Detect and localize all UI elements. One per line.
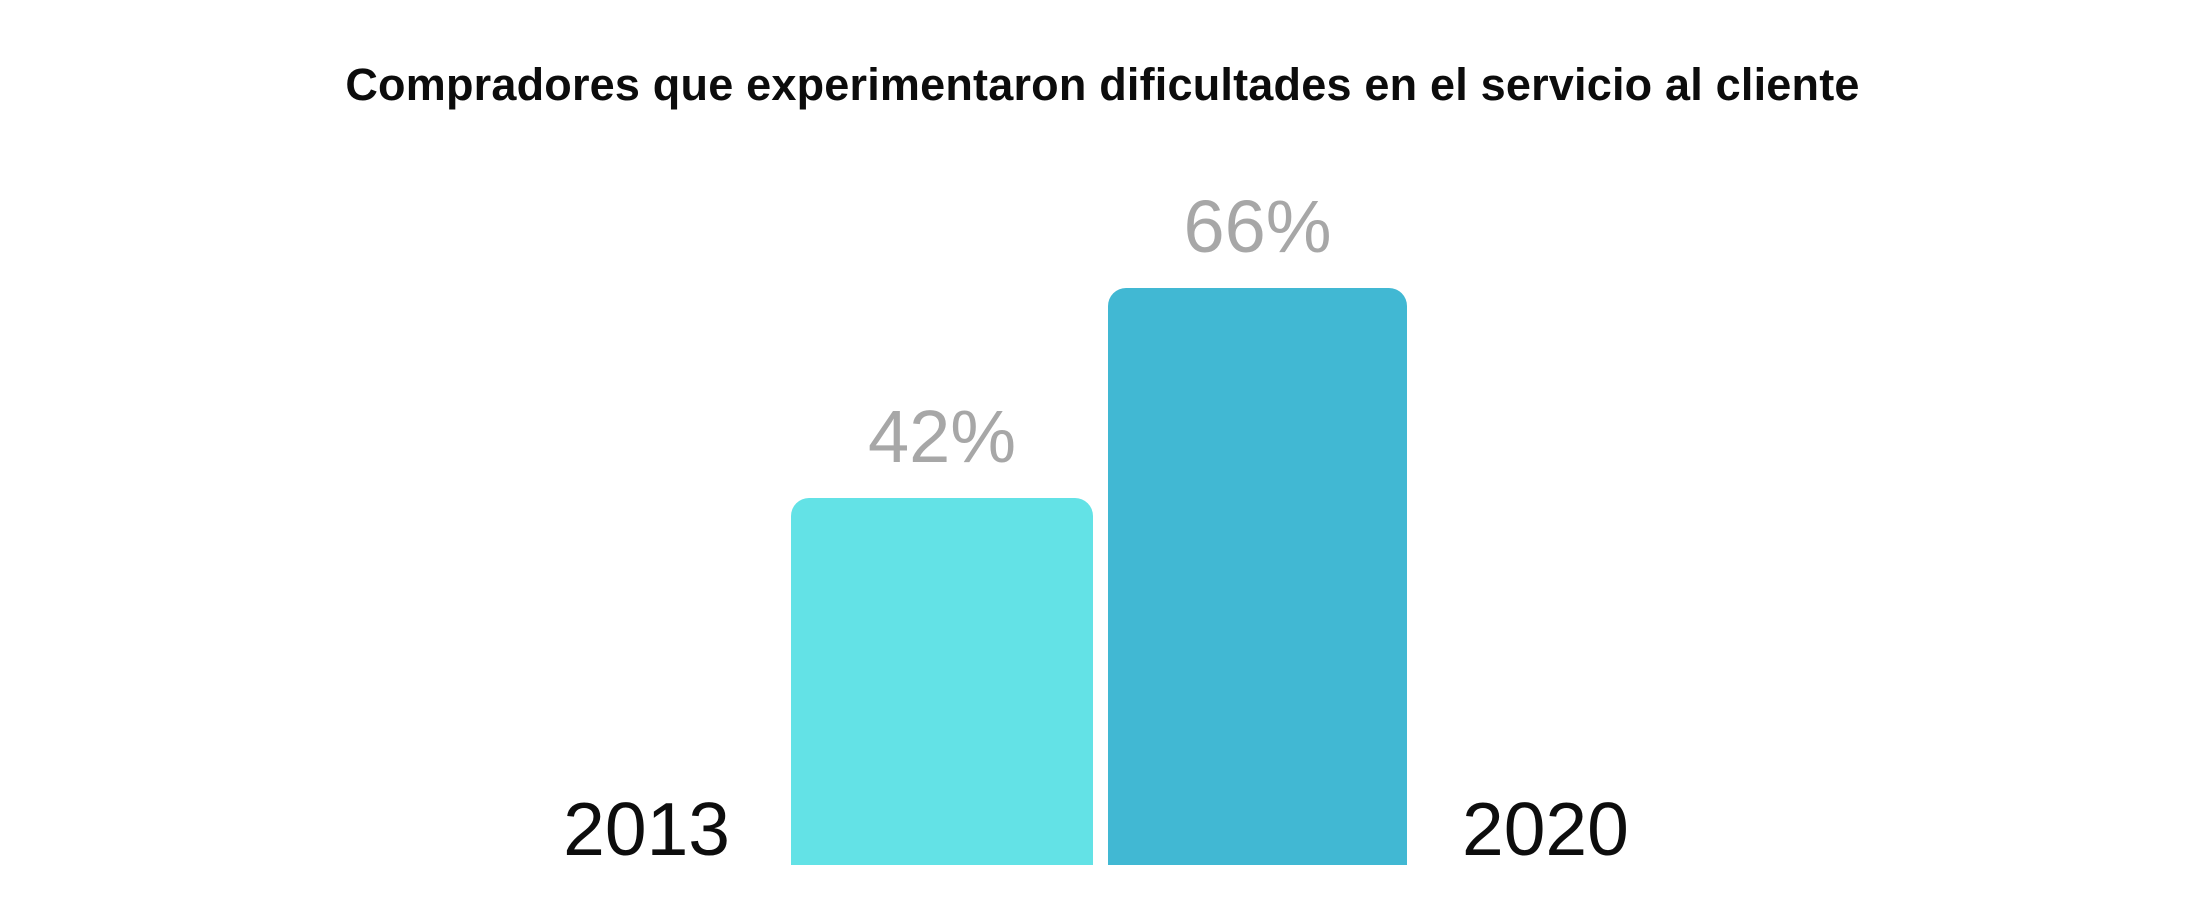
category-label-2020: 2020 bbox=[1462, 787, 1629, 871]
category-label-2013: 2013 bbox=[563, 787, 730, 871]
bar-group-2020: 66% bbox=[1108, 190, 1407, 865]
bar-group-2013: 42% bbox=[791, 400, 1093, 865]
bar-2013 bbox=[791, 498, 1093, 865]
chart-title: Compradores que experimentaron dificulta… bbox=[345, 59, 1860, 110]
bar-2020 bbox=[1108, 288, 1407, 865]
value-label-2020: 66% bbox=[1183, 185, 1332, 268]
value-label-2013: 42% bbox=[867, 395, 1017, 478]
